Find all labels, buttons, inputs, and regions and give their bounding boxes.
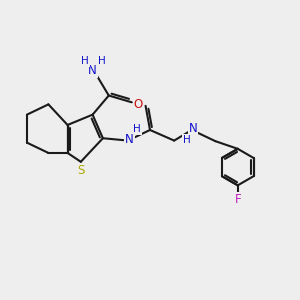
Text: N: N — [125, 133, 134, 146]
Text: O: O — [134, 96, 143, 109]
Text: H: H — [183, 135, 190, 145]
Text: H: H — [81, 56, 89, 66]
Text: H: H — [98, 56, 106, 66]
Text: N: N — [88, 64, 97, 77]
Text: S: S — [78, 164, 85, 176]
Text: H: H — [134, 124, 141, 134]
Text: O: O — [134, 98, 143, 111]
Text: F: F — [234, 193, 241, 206]
Text: N: N — [189, 122, 197, 135]
